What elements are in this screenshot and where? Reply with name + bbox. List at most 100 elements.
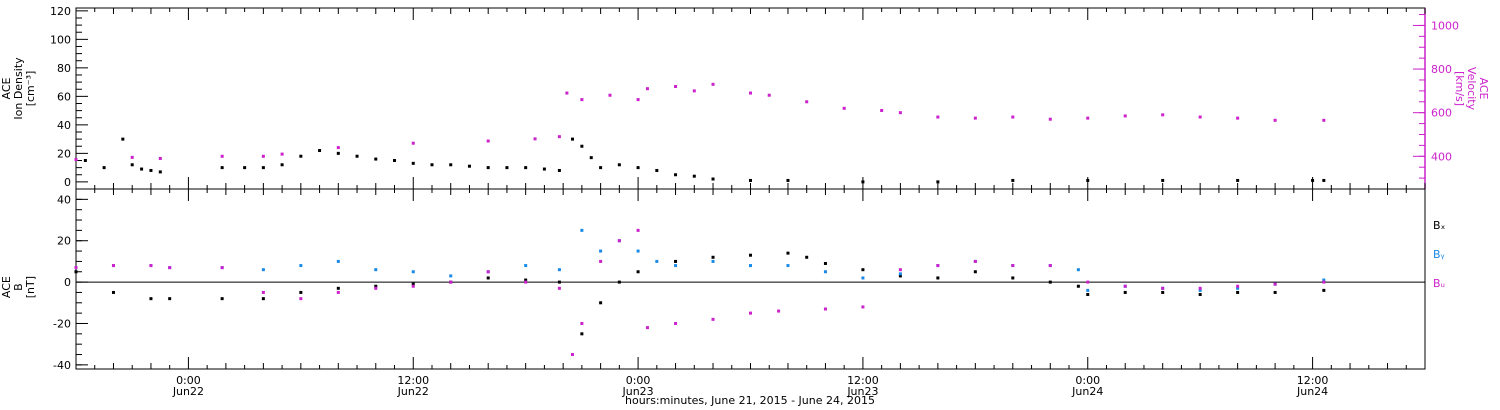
by-point — [749, 264, 752, 268]
bz-point — [486, 270, 490, 274]
bx-point — [524, 278, 528, 282]
density-point — [1161, 178, 1165, 182]
x-tick-day-label: Jun22 — [172, 385, 204, 398]
velocity-point — [486, 139, 490, 143]
top-panel-frame — [75, 7, 1426, 190]
by-point — [655, 259, 659, 263]
density-point — [280, 163, 284, 167]
velocity-point — [674, 85, 678, 89]
velocity-point — [608, 93, 612, 97]
velocity-point — [805, 100, 809, 104]
bx-point — [1198, 293, 1202, 297]
bx-point — [1086, 293, 1090, 297]
velocity-point — [1048, 117, 1052, 121]
density-tick-label: 120 — [50, 5, 71, 18]
bz-point — [299, 297, 303, 301]
x-tick-time-label: 12:00 — [397, 374, 429, 387]
bz-point — [449, 280, 453, 284]
velocity-point — [1011, 115, 1015, 119]
x-tick-time-label: 0:00 — [626, 374, 651, 387]
x-tick-day-label: Jun23 — [621, 385, 653, 398]
x-tick-day-label: Jun22 — [397, 385, 429, 398]
velocity-point — [711, 82, 715, 86]
density-point — [220, 166, 224, 170]
density-point — [393, 158, 397, 162]
bz-point — [571, 353, 575, 357]
velocity-point — [533, 137, 537, 141]
bz-point — [936, 264, 940, 268]
b-axis-title-line: ACE — [0, 276, 13, 298]
bz-point — [557, 286, 561, 290]
velocity-point — [220, 154, 224, 158]
density-point — [318, 149, 322, 153]
bx-point — [1236, 290, 1240, 294]
by-point — [580, 228, 584, 232]
velocity-point — [1322, 118, 1326, 122]
density-axis-title-line: [cm⁻³] — [24, 71, 37, 107]
bz-point — [973, 259, 977, 263]
density-point — [140, 167, 144, 171]
bz-point — [74, 266, 78, 270]
density-point — [542, 167, 546, 171]
velocity-point — [336, 146, 340, 150]
density-point — [692, 174, 696, 178]
bz-point — [336, 290, 340, 294]
by-point — [711, 259, 715, 263]
bz-point — [749, 311, 752, 315]
b-tick-label: 40 — [57, 193, 71, 206]
velocity-point — [1161, 113, 1165, 117]
bx-point — [1076, 284, 1080, 288]
by-point — [374, 268, 378, 272]
legend-entry: Bᵤ — [1433, 277, 1445, 290]
bx-point — [411, 282, 415, 286]
bx-point — [617, 280, 621, 284]
velocity-point — [1273, 118, 1277, 122]
bx-point — [336, 286, 340, 290]
bz-point — [1086, 280, 1090, 284]
bz-point — [1273, 282, 1277, 286]
bx-point — [861, 268, 865, 272]
density-point — [1011, 178, 1015, 182]
velocity-point — [261, 154, 265, 158]
density-axis-title: ACE Ion Density [cm⁻³] — [0, 57, 37, 120]
density-point — [786, 178, 790, 182]
density-point — [336, 151, 340, 155]
x-tick-time-label: 0:00 — [1075, 374, 1100, 387]
density-point — [121, 137, 125, 141]
bx-point — [599, 301, 603, 305]
by-point — [898, 272, 902, 276]
bz-point — [711, 317, 715, 321]
density-point — [936, 180, 940, 184]
by-point — [599, 249, 603, 253]
velocity-point — [936, 115, 940, 119]
b-axis-title: ACE B [nT] — [0, 276, 37, 298]
velocity-point — [1123, 114, 1127, 118]
bz-point — [411, 284, 415, 288]
bx-point — [111, 290, 115, 294]
bz-point — [898, 268, 902, 272]
bx-point — [898, 274, 902, 278]
bx-point — [1322, 288, 1326, 292]
bz-point — [823, 307, 827, 311]
density-point — [711, 177, 715, 181]
density-point — [599, 166, 603, 170]
bz-point — [149, 264, 153, 268]
bz-point — [261, 290, 265, 294]
bz-point — [636, 228, 640, 232]
legend-entry: Bₓ — [1433, 219, 1446, 232]
density-point — [299, 154, 303, 158]
bz-point — [1011, 264, 1015, 268]
density-point — [149, 168, 153, 172]
bz-point — [777, 309, 781, 313]
density-point — [158, 170, 162, 174]
density-point — [449, 163, 453, 167]
density-point — [571, 137, 575, 141]
bx-point — [1048, 280, 1052, 284]
by-point — [524, 264, 528, 268]
by-point — [411, 270, 415, 274]
bz-point — [599, 259, 603, 263]
legend-entry: Bᵧ — [1433, 248, 1445, 261]
velocity-point — [158, 156, 162, 160]
